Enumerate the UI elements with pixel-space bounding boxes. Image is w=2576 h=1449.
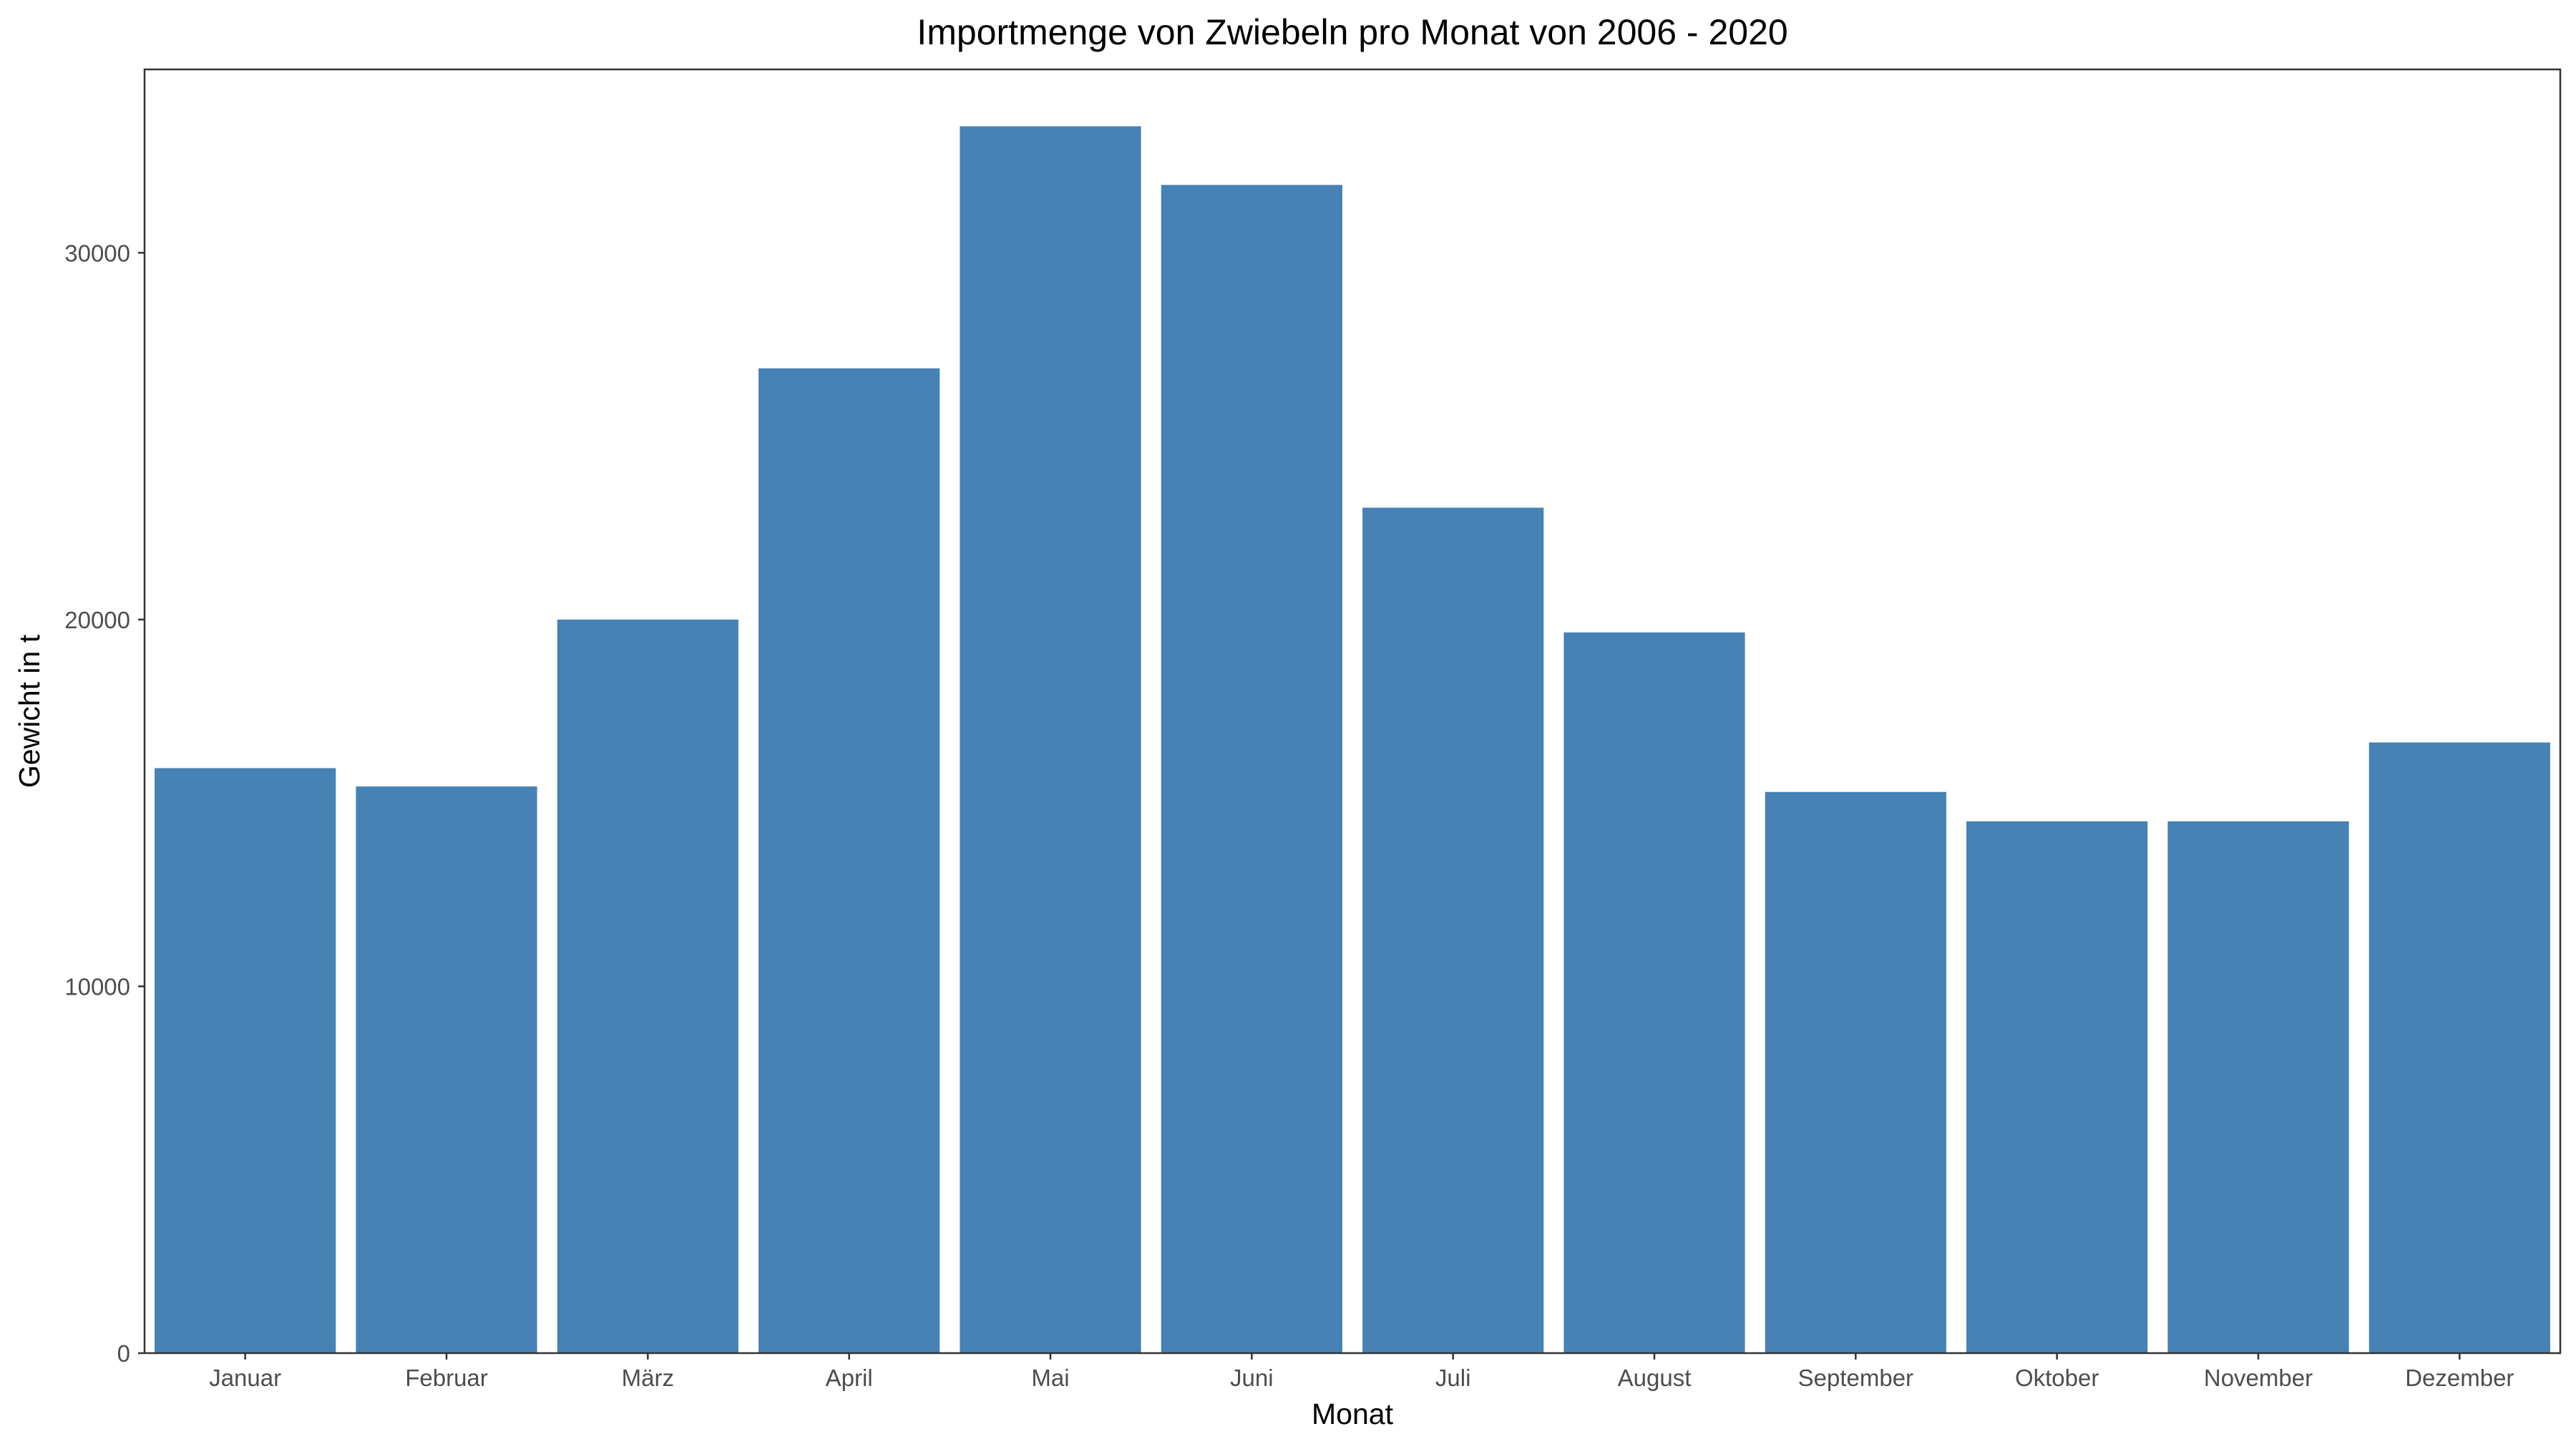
bars-group xyxy=(155,126,2550,1354)
bar-dezember xyxy=(2368,742,2550,1353)
y-tick-label: 0 xyxy=(117,1340,130,1367)
bar-oktober xyxy=(1966,821,2148,1353)
y-axis-title: Gewicht in t xyxy=(13,634,46,788)
x-axis: Januar Februar März April Mai Juni Juli August S… xyxy=(209,1353,2514,1391)
x-tick-label: Dezember xyxy=(2405,1365,2514,1391)
x-tick-label: September xyxy=(1798,1365,1913,1391)
y-tick-label: 10000 xyxy=(64,973,130,1000)
bar-mai xyxy=(960,126,1141,1353)
bar-juli xyxy=(1362,507,1544,1353)
x-tick-label: Januar xyxy=(209,1365,281,1391)
y-axis: 0 10000 20000 30000 xyxy=(64,240,145,1367)
x-axis-title: Monat xyxy=(1312,1397,1394,1430)
x-tick-label: August xyxy=(1618,1365,1692,1391)
x-tick-label: April xyxy=(826,1365,873,1391)
bar-februar xyxy=(356,786,537,1353)
x-tick-label: November xyxy=(2204,1365,2313,1391)
y-tick-label: 20000 xyxy=(64,607,130,633)
bar-januar xyxy=(155,768,336,1353)
bar-juni xyxy=(1161,185,1342,1354)
x-tick-label: Februar xyxy=(405,1365,488,1391)
x-tick-label: Mai xyxy=(1031,1365,1069,1391)
x-tick-label: März xyxy=(622,1365,674,1391)
chart-title: Importmenge von Zwiebeln pro Monat von 2… xyxy=(917,12,1787,52)
bar-april xyxy=(758,368,940,1353)
bar-märz xyxy=(557,619,738,1353)
x-tick-label: Juni xyxy=(1230,1365,1274,1391)
bar-november xyxy=(2167,821,2349,1353)
x-tick-label: Oktober xyxy=(2015,1365,2099,1391)
plot-panel-border xyxy=(143,68,2562,1355)
y-tick-label: 30000 xyxy=(64,240,130,266)
x-tick-label: Juli xyxy=(1435,1365,1471,1391)
bar-september xyxy=(1765,791,1946,1353)
bar-august xyxy=(1563,632,1745,1353)
